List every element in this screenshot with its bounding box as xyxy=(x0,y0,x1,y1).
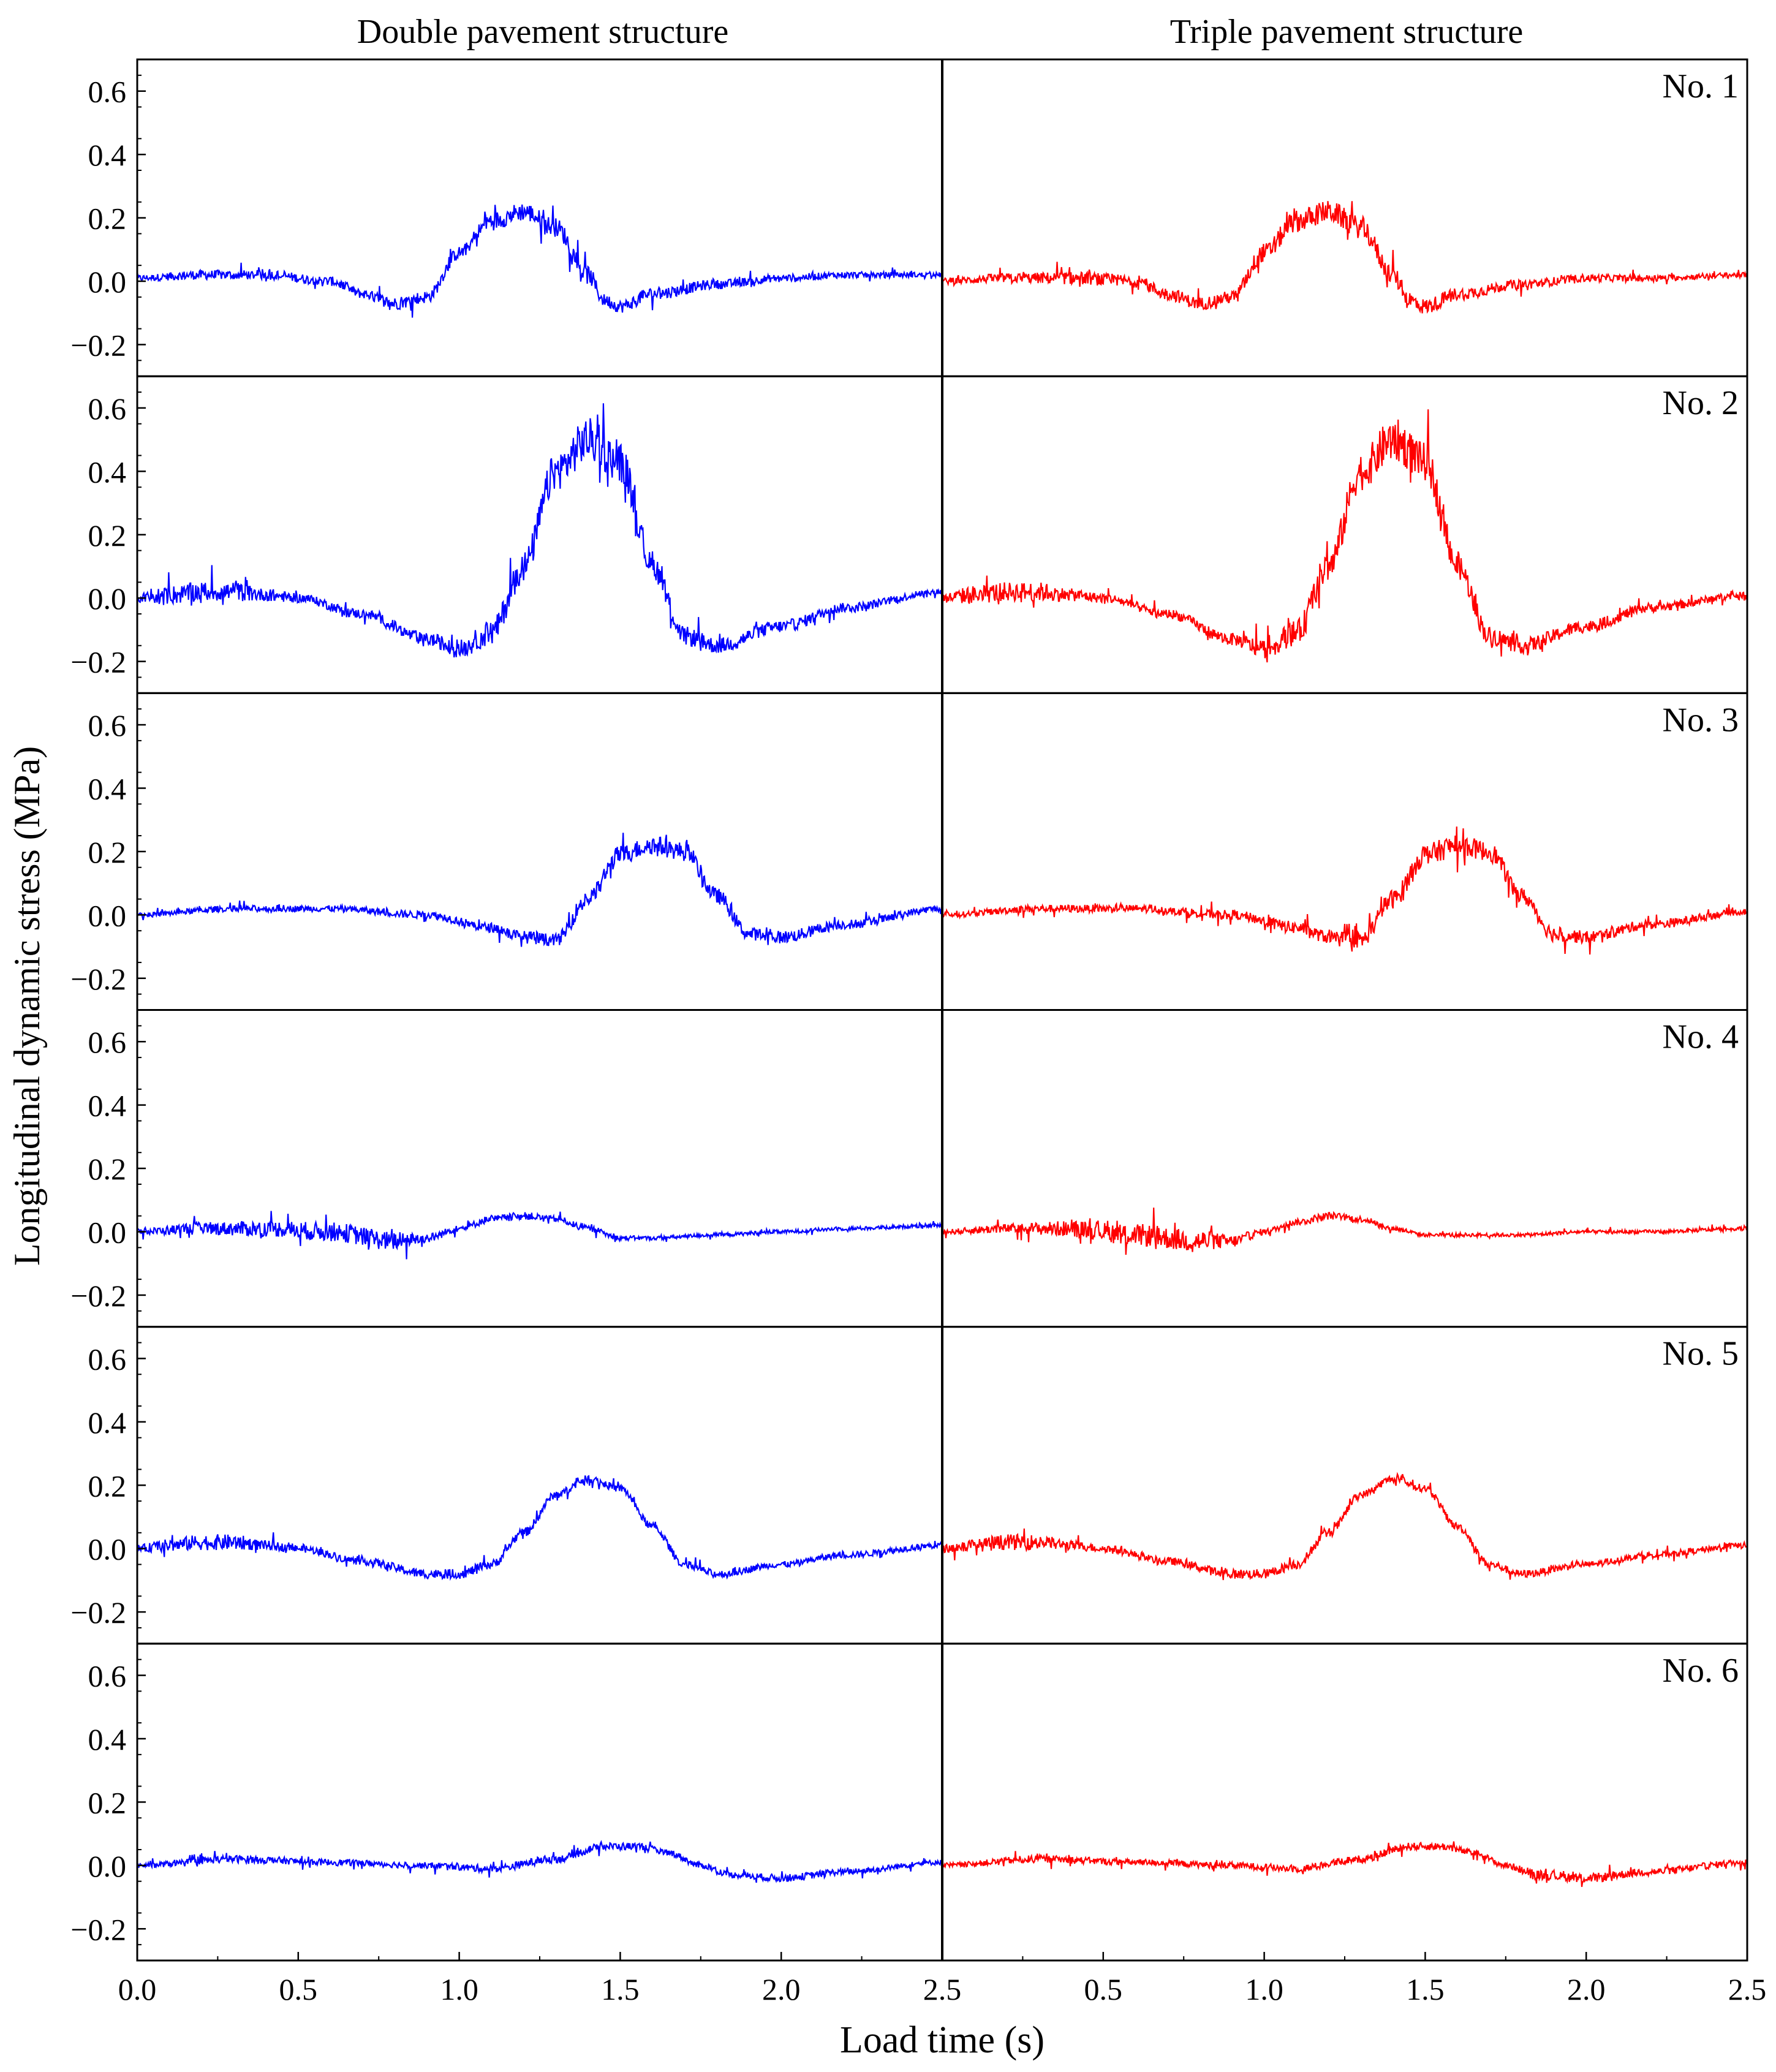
panel-grid: −0.2 0.0 0.2 0.4 0.6 No. 1 −0.2 0.0 0.2 0.4 0.6 No.… xyxy=(70,58,1767,2006)
panel-label-5: No. 5 xyxy=(1663,1335,1739,1373)
x-tick-label: 0.5 xyxy=(279,1972,318,2006)
series-line-triple-1 xyxy=(941,201,1748,314)
y-tick-label: 0.6 xyxy=(88,75,127,109)
series-line-double-1 xyxy=(136,204,943,318)
column-title-triple: Triple pavement structure xyxy=(1170,13,1523,51)
series-line-double-6 xyxy=(136,1840,943,1883)
y-tick-label: −0.2 xyxy=(70,1279,126,1313)
series-line-double-3 xyxy=(136,833,943,947)
x-tick-label: 2.0 xyxy=(762,1972,801,2006)
y-tick-label: 0.4 xyxy=(88,771,127,806)
x-tick-label: 2.5 xyxy=(923,1972,962,2006)
y-tick-label: 0.0 xyxy=(88,898,127,932)
x-tick-label: 1.0 xyxy=(440,1972,478,2006)
y-tick-label: 0.4 xyxy=(88,455,127,489)
y-tick-label: 0.2 xyxy=(88,518,127,553)
x-axis-label: Load time (s) xyxy=(840,2019,1045,2061)
y-tick-label: 0.2 xyxy=(88,1152,127,1186)
series-line-triple-6 xyxy=(942,1841,1748,1887)
x-tick-label: 1.0 xyxy=(1245,1972,1283,2006)
y-tick-label: 0.4 xyxy=(88,138,127,172)
x-tick-label: 2.5 xyxy=(1728,1972,1767,2006)
y-tick-label: 0.2 xyxy=(88,1785,127,1820)
panel-label-6: No. 6 xyxy=(1663,1652,1739,1690)
y-tick-label: 0.6 xyxy=(88,1659,127,1693)
x-tick-label: 0.0 xyxy=(118,1972,157,2006)
y-tick-label: −0.2 xyxy=(70,645,126,679)
y-tick-label: 0.2 xyxy=(88,1469,127,1503)
x-tick-label: 1.5 xyxy=(1406,1972,1445,2006)
y-tick-label: 0.2 xyxy=(88,835,127,869)
y-tick-label: −0.2 xyxy=(70,1595,126,1630)
panel-label-3: No. 3 xyxy=(1663,701,1739,739)
y-tick-label: 0.0 xyxy=(88,265,127,299)
y-tick-label: 0.0 xyxy=(88,1849,127,1883)
series-line-double-5 xyxy=(136,1475,943,1581)
y-tick-label: 0.6 xyxy=(88,708,127,743)
series-line-triple-3 xyxy=(941,826,1748,955)
y-tick-label: 0.6 xyxy=(88,1025,127,1059)
y-tick-label: 0.4 xyxy=(88,1089,127,1123)
y-tick-label: 0.6 xyxy=(88,1342,127,1376)
series-line-triple-5 xyxy=(942,1472,1748,1581)
y-tick-label: −0.2 xyxy=(70,1912,126,1946)
series-line-double-2 xyxy=(137,403,943,658)
y-tick-label: −0.2 xyxy=(70,962,126,996)
x-tick-label: 1.5 xyxy=(601,1972,640,2006)
panel-label-4: No. 4 xyxy=(1663,1018,1739,1056)
x-tick-label: 2.0 xyxy=(1567,1972,1606,2006)
y-tick-label: 0.0 xyxy=(88,1532,127,1567)
y-tick-label: 0.2 xyxy=(88,202,127,236)
y-tick-label: 0.0 xyxy=(88,1216,127,1250)
series-line-double-4 xyxy=(136,1211,943,1260)
y-tick-label: 0.6 xyxy=(88,391,127,426)
panel-label-2: No. 2 xyxy=(1663,384,1739,422)
series-line-triple-2 xyxy=(941,409,1748,663)
x-tick-label: 0.5 xyxy=(1084,1972,1123,2006)
panel-label-1: No. 1 xyxy=(1663,67,1739,105)
y-tick-label: −0.2 xyxy=(70,328,126,362)
y-axis-label: Longitudinal dynamic stress (MPa) xyxy=(7,746,47,1266)
y-tick-label: 0.4 xyxy=(88,1722,127,1756)
y-tick-label: 0.0 xyxy=(88,581,127,616)
series-line-triple-4 xyxy=(941,1208,1748,1255)
column-title-double: Double pavement structure xyxy=(357,13,728,51)
y-tick-label: 0.4 xyxy=(88,1405,127,1440)
